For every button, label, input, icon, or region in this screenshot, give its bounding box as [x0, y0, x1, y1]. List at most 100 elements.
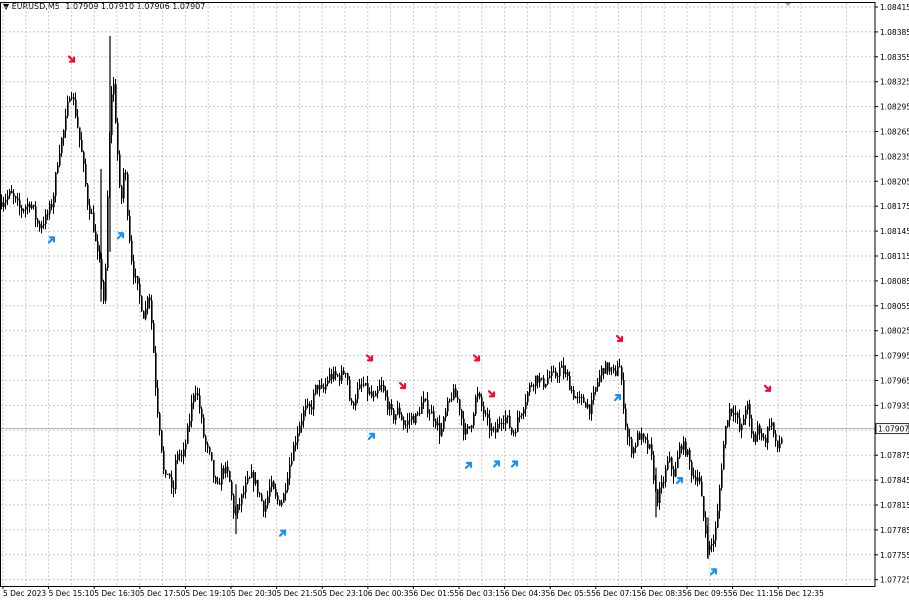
y-tick-label: 1.08295: [880, 103, 909, 112]
candle-body: [495, 428, 497, 433]
candle-body: [657, 489, 659, 503]
candle-body: [341, 370, 343, 381]
candle-body: [141, 296, 143, 312]
candle: [433, 406, 435, 428]
candle-body: [477, 393, 479, 397]
candle-body: [39, 223, 41, 229]
candle: [619, 358, 621, 368]
candle: [359, 378, 361, 390]
candle: [289, 457, 291, 486]
candle-body: [479, 393, 481, 398]
candle: [639, 431, 641, 441]
candle: [11, 185, 13, 194]
candle-body: [517, 417, 519, 432]
candle: [63, 129, 65, 146]
candle-body: [221, 468, 223, 485]
candle-body: [539, 378, 541, 383]
candle: [25, 204, 27, 218]
x-tick-label: 6 Dec 04:35: [505, 589, 551, 598]
candle: [225, 461, 227, 479]
candle-body: [297, 433, 299, 443]
candle-body: [717, 510, 719, 528]
candle: [599, 369, 601, 387]
candle-body: [289, 464, 291, 479]
y-tick-label: 1.08025: [880, 327, 909, 336]
candle: [535, 375, 537, 395]
candle-body: [251, 472, 253, 478]
candle: [647, 433, 649, 454]
candle: [37, 218, 39, 228]
candle: [701, 475, 703, 497]
candle-body: [283, 493, 285, 503]
candle-body: [731, 408, 733, 413]
candle: [615, 365, 617, 377]
buy-arrow-icon: [116, 232, 125, 240]
candles: [1, 36, 783, 559]
sell-arrow-icon-shape: [487, 390, 496, 398]
candle: [173, 480, 175, 498]
candle: [723, 440, 725, 470]
candle-body: [201, 408, 203, 418]
candle: [571, 385, 573, 394]
candle-body: [387, 396, 389, 410]
candle: [605, 360, 607, 374]
candle: [243, 485, 245, 499]
candle: [691, 459, 693, 483]
candle-body: [291, 460, 293, 465]
candle-body: [559, 367, 561, 377]
candle-body: [729, 408, 731, 421]
candle: [331, 368, 333, 384]
candle: [495, 422, 497, 439]
candle-body: [451, 399, 453, 401]
candle: [299, 421, 301, 436]
candle-body: [565, 372, 567, 375]
candle-body: [87, 184, 89, 206]
buy-arrow-icon-shape: [613, 394, 622, 402]
sell-arrow-icon: [398, 381, 407, 390]
candle: [41, 220, 43, 234]
candle: [401, 412, 403, 421]
candle-body: [159, 413, 161, 431]
candle-body: [449, 399, 451, 402]
candle-body: [769, 426, 771, 428]
candle: [213, 459, 215, 483]
candle-body: [59, 153, 61, 166]
candle-body: [195, 393, 197, 395]
candle: [317, 384, 319, 395]
candle: [579, 391, 581, 404]
candle-body: [191, 402, 193, 422]
candle-body: [301, 420, 303, 426]
candle: [521, 412, 523, 420]
candle: [563, 357, 565, 380]
candle: [705, 511, 707, 538]
sell-arrow-icon-shape: [67, 55, 76, 63]
candle: [131, 235, 133, 265]
candle-body: [739, 417, 741, 431]
candle: [241, 493, 243, 513]
candle-body: [647, 439, 649, 449]
y-tick-label: 1.08385: [880, 28, 909, 37]
candle: [769, 418, 771, 431]
candle-body: [779, 443, 781, 449]
candle-body: [359, 384, 361, 389]
candle: [541, 377, 543, 381]
candle-body: [15, 196, 17, 199]
candle: [229, 470, 231, 483]
candle: [733, 405, 735, 422]
x-tick-label: 6 Dec 00:35: [368, 589, 414, 598]
candle: [651, 437, 653, 461]
candle: [267, 490, 269, 509]
candle: [255, 472, 257, 486]
candle-body: [229, 471, 231, 482]
candle-body: [613, 368, 615, 371]
candle: [15, 195, 17, 203]
candle-body: [55, 172, 57, 196]
candle: [627, 423, 629, 446]
candle-body: [721, 469, 723, 488]
candle: [51, 199, 53, 211]
candle: [285, 483, 287, 501]
candle-body: [377, 390, 379, 394]
candle: [459, 398, 461, 416]
